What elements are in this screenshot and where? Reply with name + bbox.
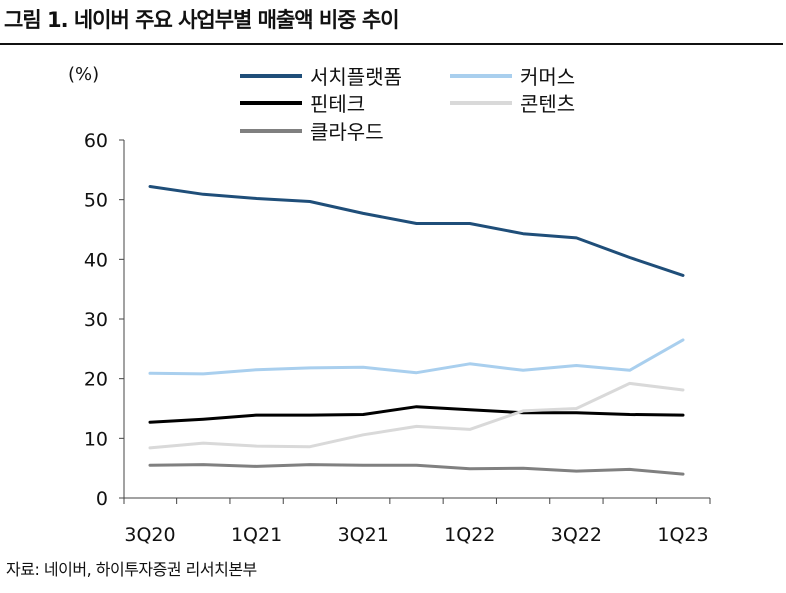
- y-tick-label: 50: [84, 190, 108, 212]
- series-line-4: [148, 381, 685, 450]
- x-tick-label: 3Q22: [551, 524, 602, 546]
- x-tick-label: 1Q22: [444, 524, 495, 546]
- y-axis: 0 10 20 30 40 50 60: [84, 130, 125, 510]
- source-note: 자료: 네이버, 하이투자증권 리서치본부: [6, 560, 257, 579]
- legend-label-5: 클라우드: [310, 120, 384, 144]
- x-axis: 3Q20 1Q21 3Q21 1Q22 3Q22 1Q23: [123, 497, 711, 546]
- legend-label-3: 핀테크: [310, 92, 365, 116]
- x-tick-label: 3Q20: [124, 524, 175, 546]
- legend-label-4: 콘텐츠: [520, 92, 575, 116]
- y-tick-label: 40: [84, 249, 108, 271]
- x-tick-label: 1Q21: [231, 524, 282, 546]
- y-tick-label: 10: [84, 428, 108, 450]
- series-line-1: [148, 185, 685, 277]
- y-axis-unit-label: (%): [68, 64, 99, 85]
- series-lines: [148, 185, 685, 476]
- y-tick-label: 0: [96, 488, 108, 510]
- series-line-3: [148, 405, 685, 424]
- legend-label-1: 서치플랫폼: [310, 65, 402, 89]
- y-tick-label: 60: [84, 130, 108, 152]
- figure-title: 그림 1. 네이버 주요 사업부별 매출액 비중 추이: [4, 8, 400, 32]
- y-tick-label: 20: [84, 369, 108, 391]
- legend-label-2: 커머스: [520, 65, 575, 89]
- x-tick-label: 3Q21: [338, 524, 389, 546]
- series-line-2: [148, 338, 685, 376]
- series-line-5: [148, 463, 685, 476]
- y-tick-label: 30: [84, 309, 108, 331]
- title-divider: [0, 43, 783, 45]
- x-tick-label: 1Q23: [657, 524, 708, 546]
